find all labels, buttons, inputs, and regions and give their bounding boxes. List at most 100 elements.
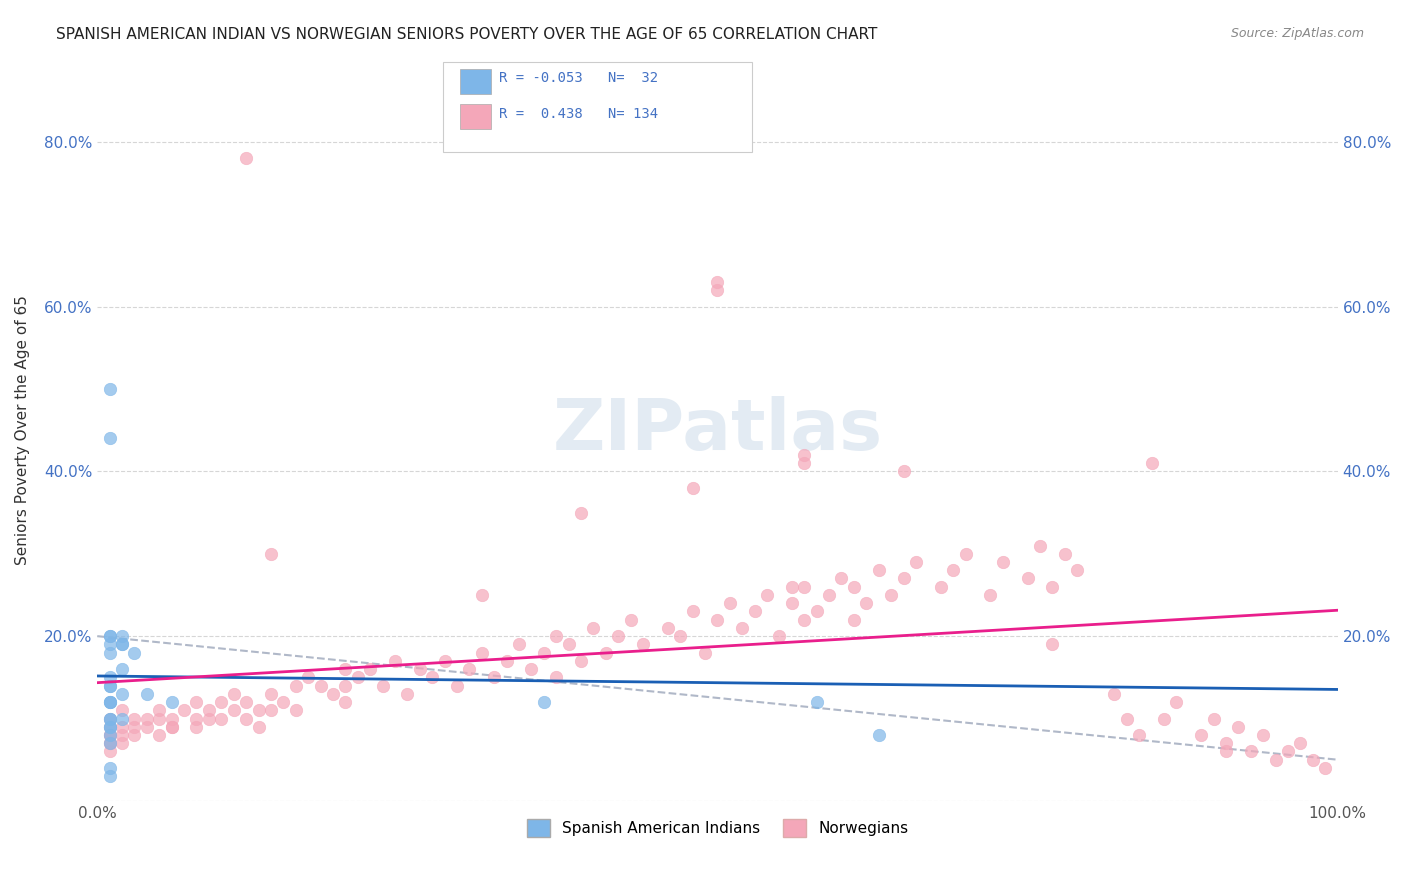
Point	[868, 563, 890, 577]
Point	[1104, 687, 1126, 701]
Point	[557, 637, 579, 651]
Point	[284, 679, 307, 693]
Point	[235, 152, 257, 166]
Point	[1053, 547, 1076, 561]
Point	[830, 572, 852, 586]
Point	[371, 679, 394, 693]
Point	[1240, 744, 1263, 758]
Point	[780, 580, 803, 594]
Point	[756, 588, 779, 602]
Point	[1140, 456, 1163, 470]
Point	[98, 695, 121, 709]
Point	[124, 712, 146, 726]
Point	[111, 703, 134, 717]
Point	[893, 465, 915, 479]
Point	[1166, 695, 1188, 709]
Point	[991, 555, 1014, 569]
Point	[955, 547, 977, 561]
Point	[533, 695, 555, 709]
Point	[98, 744, 121, 758]
Point	[186, 712, 208, 726]
Point	[260, 703, 283, 717]
Point	[471, 588, 494, 602]
Point	[98, 712, 121, 726]
Point	[148, 728, 170, 742]
Point	[1277, 744, 1299, 758]
Point	[247, 703, 270, 717]
Point	[546, 670, 568, 684]
Point	[111, 637, 134, 651]
Point	[520, 662, 543, 676]
Point	[111, 662, 134, 676]
Text: SPANISH AMERICAN INDIAN VS NORWEGIAN SENIORS POVERTY OVER THE AGE OF 65 CORRELAT: SPANISH AMERICAN INDIAN VS NORWEGIAN SEN…	[56, 27, 877, 42]
Point	[420, 670, 443, 684]
Point	[148, 712, 170, 726]
Point	[1017, 572, 1039, 586]
Point	[929, 580, 952, 594]
Point	[693, 646, 716, 660]
Point	[198, 712, 221, 726]
Point	[148, 703, 170, 717]
Point	[1153, 712, 1175, 726]
Point	[706, 613, 728, 627]
Point	[620, 613, 643, 627]
Point	[657, 621, 679, 635]
Point	[880, 588, 903, 602]
Point	[731, 621, 754, 635]
Point	[98, 629, 121, 643]
Point	[222, 687, 245, 701]
Point	[335, 679, 357, 693]
Point	[904, 555, 927, 569]
Point	[682, 481, 704, 495]
Point	[893, 572, 915, 586]
Point	[446, 679, 468, 693]
Point	[384, 654, 406, 668]
Point	[98, 670, 121, 684]
Point	[458, 662, 481, 676]
Text: Source: ZipAtlas.com: Source: ZipAtlas.com	[1230, 27, 1364, 40]
Point	[718, 596, 741, 610]
Point	[1040, 580, 1063, 594]
Point	[793, 580, 815, 594]
Point	[508, 637, 530, 651]
Point	[682, 604, 704, 618]
Y-axis label: Seniors Poverty Over the Age of 65: Seniors Poverty Over the Age of 65	[15, 295, 30, 566]
Point	[806, 695, 828, 709]
Point	[471, 646, 494, 660]
Point	[160, 720, 183, 734]
Point	[1227, 720, 1250, 734]
Point	[124, 720, 146, 734]
Point	[1315, 761, 1337, 775]
Point	[631, 637, 654, 651]
Point	[1215, 736, 1237, 750]
Point	[793, 448, 815, 462]
Point	[98, 712, 121, 726]
Point	[160, 720, 183, 734]
Point	[855, 596, 877, 610]
Point	[186, 720, 208, 734]
Point	[260, 547, 283, 561]
Point	[1215, 744, 1237, 758]
Point	[135, 712, 157, 726]
Point	[98, 769, 121, 783]
Point	[780, 596, 803, 610]
Point	[98, 728, 121, 742]
Point	[135, 687, 157, 701]
Point	[1302, 753, 1324, 767]
Point	[98, 695, 121, 709]
Point	[98, 728, 121, 742]
Point	[533, 646, 555, 660]
Point	[98, 695, 121, 709]
Point	[818, 588, 841, 602]
Point	[322, 687, 344, 701]
Point	[98, 761, 121, 775]
Point	[98, 629, 121, 643]
Point	[111, 736, 134, 750]
Point	[1189, 728, 1212, 742]
Point	[98, 736, 121, 750]
Point	[111, 728, 134, 742]
Point	[1128, 728, 1150, 742]
Point	[222, 703, 245, 717]
Point	[607, 629, 630, 643]
Point	[706, 283, 728, 297]
